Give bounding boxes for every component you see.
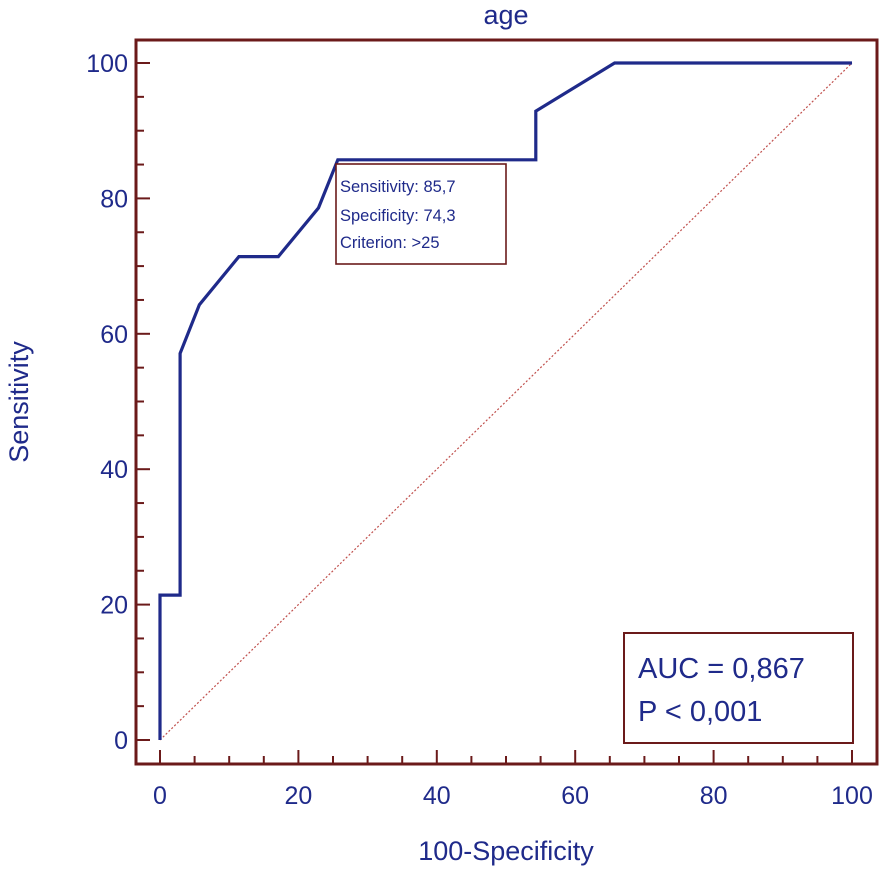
x-tick-label: 20: [284, 782, 312, 810]
y-tick-label: 60: [100, 321, 128, 349]
y-tick-label: 20: [100, 592, 128, 620]
x-axis-title: 100-Specificity: [418, 836, 594, 866]
auc-value: AUC = 0,867: [638, 653, 805, 685]
x-tick-label: 60: [561, 782, 589, 810]
roc-curve-line: [158, 61, 852, 740]
auc-stats-box: [623, 632, 854, 744]
p-value: P < 0,001: [638, 696, 762, 728]
y-axis-title: Sensitivity: [4, 341, 34, 463]
y-tick-label: 40: [100, 456, 128, 484]
y-tick-label: 100: [86, 50, 128, 78]
criterion-annotation-box: [335, 163, 507, 265]
x-tick-label: 0: [153, 782, 167, 810]
y-tick-label: 80: [100, 185, 128, 213]
annotation-criterion: Criterion: >25: [340, 234, 440, 252]
x-tick-label: 80: [700, 782, 728, 810]
criterion-annotation: Sensitivity: 85,7 Specificity: 74,3 Crit…: [335, 163, 507, 265]
y-axis: 0 20 40 60 80 100: [86, 50, 150, 755]
x-tick-label: 40: [423, 782, 451, 810]
x-tick-label: 100: [831, 782, 873, 810]
annotation-specificity: Specificity: 74,3: [340, 207, 456, 225]
y-tick-label: 0: [114, 727, 128, 755]
annotation-sensitivity: Sensitivity: 85,7: [340, 178, 456, 196]
reference-diagonal: [159, 62, 853, 741]
chart-title: age: [483, 0, 528, 30]
auc-stats: AUC = 0,867 P < 0,001: [623, 632, 854, 744]
x-axis: 0 20 40 60 80 100: [153, 750, 873, 810]
